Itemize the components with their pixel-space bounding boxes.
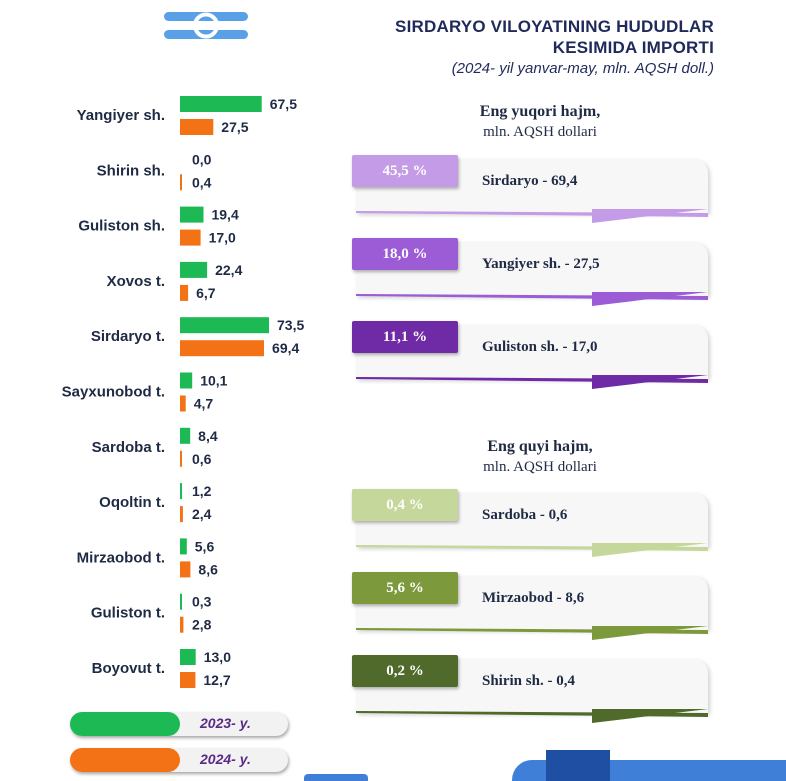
top-card-2: 18,0 % Yangiyer sh. - 27,5 xyxy=(352,238,712,306)
bar-2024 xyxy=(180,119,214,135)
card-arrow-icon xyxy=(356,543,708,557)
card-arrow-icon xyxy=(356,375,708,389)
card-percent-tag: 0,4 % xyxy=(352,489,458,521)
category-label: Sirdaryo t. xyxy=(91,328,165,345)
data-label: 5,6 xyxy=(195,538,215,554)
data-label: 0,6 xyxy=(192,451,212,467)
data-label: 6,7 xyxy=(196,285,216,301)
category-label: Boyovut t. xyxy=(92,660,165,677)
bar-2023 xyxy=(180,649,196,665)
card-text: Mirzaobod - 8,6 xyxy=(482,590,585,606)
bar-2024 xyxy=(180,174,182,191)
data-label: 1,2 xyxy=(192,483,212,499)
top-panel-heading: Eng yuqori hajm, mln. AQSH dollari xyxy=(445,103,635,141)
top-card-1: 45,5 % Sirdaryo - 69,4 xyxy=(352,155,712,223)
bar-2024 xyxy=(180,395,186,412)
bar-2023 xyxy=(180,206,204,223)
bar-chart: Yangiyer sh. 67,5 27,5 Shirin sh. 0,0 0,4 Guli… xyxy=(62,96,304,688)
card-text: Sardoba - 0,6 xyxy=(482,507,568,523)
bottom-panel-heading: Eng quyi hajm, mln. AQSH dollari xyxy=(445,438,635,476)
category-label: Shirin sh. xyxy=(97,162,165,179)
card-percent-tag: 0,2 % xyxy=(352,655,458,687)
category-label: Xovos t. xyxy=(107,273,165,290)
bar-2023 xyxy=(180,538,187,555)
bar-2023 xyxy=(180,427,191,444)
bar-2023 xyxy=(180,483,182,500)
category-label: Mirzaobod t. xyxy=(77,549,165,566)
data-label: 17,0 xyxy=(209,230,236,246)
bar-2024 xyxy=(180,561,191,578)
bar-2023 xyxy=(180,96,262,112)
legend-item-2023: 2023- y. xyxy=(70,712,290,738)
data-label: 19,4 xyxy=(211,207,238,223)
chart-title-line2: KESIMIDA IMPORTI xyxy=(552,38,714,57)
bar-2024 xyxy=(180,506,183,523)
chart-subtitle: (2024- yil yanvar-may, mln. AQSH doll.) xyxy=(451,60,714,77)
bar-2024 xyxy=(180,672,196,688)
bottom-panel-title: Eng quyi hajm, xyxy=(487,438,593,455)
bar-2024 xyxy=(180,616,184,633)
category-label: Guliston sh. xyxy=(78,218,165,235)
data-label: 0,4 xyxy=(192,174,212,190)
data-label: 2,8 xyxy=(192,617,212,633)
category-label: Oqoltin t. xyxy=(99,494,165,511)
data-label: 12,7 xyxy=(203,672,230,688)
logo-icon xyxy=(164,12,248,39)
legend-label-2024: 2024- y. xyxy=(200,751,251,767)
card-text: Sirdaryo - 69,4 xyxy=(482,173,578,189)
bar-2023 xyxy=(180,372,193,389)
data-label: 13,0 xyxy=(204,649,231,665)
data-label: 8,4 xyxy=(198,428,218,444)
data-label: 4,7 xyxy=(194,396,214,412)
card-arrow-icon xyxy=(356,626,708,640)
bar-2024 xyxy=(180,450,182,467)
card-text: Shirin sh. - 0,4 xyxy=(482,673,575,689)
card-text: Guliston sh. - 17,0 xyxy=(482,339,598,355)
chart-title-block: SIRDARYO VILOYATINING HUDUDLAR KESIMIDA … xyxy=(395,16,714,77)
legend-swatch-2023 xyxy=(70,712,180,736)
legend-swatch-2024 xyxy=(70,748,180,772)
bottom-panel-unit: mln. AQSH dollari xyxy=(483,459,597,475)
bar-2024 xyxy=(180,284,189,301)
chart-title-line1: SIRDARYO VILOYATINING HUDUDLAR xyxy=(395,17,714,36)
top-panel-unit: mln. AQSH dollari xyxy=(483,124,597,140)
footer-decoration xyxy=(304,774,368,781)
top-panel-title: Eng yuqori hajm, xyxy=(479,103,601,120)
bar-2024 xyxy=(180,229,201,246)
bottom-card-2: 5,6 % Mirzaobod - 8,6 xyxy=(352,572,712,640)
data-label: 2,4 xyxy=(192,506,212,522)
legend-item-2024: 2024- y. xyxy=(70,748,290,774)
data-label: 67,5 xyxy=(270,96,297,112)
card-percent-tag: 11,1 % xyxy=(352,321,458,353)
card-text: Yangiyer sh. - 27,5 xyxy=(482,256,600,272)
card-percent-tag: 5,6 % xyxy=(352,572,458,604)
bar-2023 xyxy=(180,593,182,610)
category-label: Guliston t. xyxy=(91,605,165,622)
data-label: 10,1 xyxy=(200,373,227,389)
category-label: Yangiyer sh. xyxy=(77,107,165,124)
bar-2023 xyxy=(180,317,269,334)
bottom-card-1: 0,4 % Sardoba - 0,6 xyxy=(352,489,712,557)
bottom-card-3: 0,2 % Shirin sh. - 0,4 xyxy=(352,655,712,723)
data-label: 8,6 xyxy=(198,561,218,577)
category-label: Sardoba t. xyxy=(92,439,165,456)
legend-label-2023: 2023- y. xyxy=(200,715,251,731)
category-label: Sayxunobod t. xyxy=(62,384,165,401)
bar-2023 xyxy=(180,261,208,278)
card-arrow-icon xyxy=(356,209,708,223)
card-arrow-icon xyxy=(356,292,708,306)
card-percent-tag: 18,0 % xyxy=(352,238,458,270)
data-label: 73,5 xyxy=(277,317,304,333)
data-label: 27,5 xyxy=(221,119,248,135)
data-label: 0,0 xyxy=(192,151,212,167)
bar-2024 xyxy=(180,340,264,357)
data-label: 69,4 xyxy=(272,340,299,356)
footer-decoration xyxy=(546,750,610,781)
card-percent-tag: 45,5 % xyxy=(352,155,458,187)
data-label: 22,4 xyxy=(215,262,242,278)
data-label: 0,3 xyxy=(192,594,212,610)
top-card-3: 11,1 % Guliston sh. - 17,0 xyxy=(352,321,712,389)
card-arrow-icon xyxy=(356,709,708,723)
